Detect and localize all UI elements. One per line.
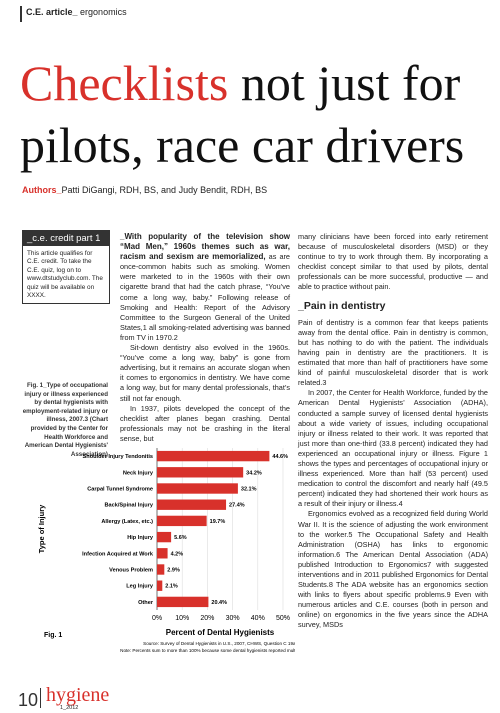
bar	[157, 515, 207, 527]
paragraph: In 1937, pilots developed the concept of…	[120, 404, 290, 444]
topic: ergonomics	[80, 7, 127, 17]
paragraph-text: Ergonomics evolved as a recognized field…	[298, 509, 488, 630]
title-rest: not just for pilots, race car drivers	[20, 55, 465, 173]
category-label: Infection Acquired at Work	[82, 551, 154, 557]
bar	[157, 499, 227, 510]
x-tick-label: 0%	[152, 615, 162, 622]
paragraph: many clinicians have been forced into ea…	[298, 232, 488, 293]
header-rule	[20, 6, 22, 22]
value-label: 44.6%	[272, 454, 288, 460]
bar	[157, 596, 209, 608]
category-label: Venous Problem	[109, 568, 153, 574]
footer-rule	[40, 688, 41, 708]
paragraph-text: Sit-down dentistry also evolved in the 1…	[120, 343, 290, 403]
paragraph-text: Pain of dentistry is a common fear that …	[298, 317, 488, 388]
paragraph: _With popularity of the television show …	[120, 232, 290, 343]
x-tick-label: 30%	[226, 615, 240, 622]
paragraph-text: as are once-common habits such as smokin…	[120, 252, 290, 342]
x-tick-label: 50%	[276, 615, 290, 622]
value-label: 27.4%	[229, 503, 245, 509]
page-number: 10	[18, 690, 39, 710]
value-label: 5.6%	[174, 535, 187, 541]
caption-label: Fig. 1_	[26, 382, 47, 389]
y-axis-title: Type of Injury	[37, 504, 46, 553]
bar	[157, 548, 168, 559]
category-label: Allergy (Latex, etc.)	[101, 519, 153, 525]
authors: Authors_Patti DiGangi, RDH, BS, and Judy…	[22, 185, 267, 195]
authors-label: Authors_	[22, 185, 62, 195]
section-heading: _Pain in dentistry	[298, 299, 386, 312]
sidebar-text: This article qualifies for C.E. credit. …	[27, 250, 103, 300]
bar	[157, 531, 172, 543]
value-label: 20.4%	[211, 600, 227, 606]
category-label: Leg Injury	[126, 584, 154, 590]
source: Source: Survey of Dental Hygienists in U…	[143, 641, 295, 646]
category-label: Carpal Tunnel Syndrome	[87, 487, 153, 493]
sidebar: _c.e. credit part 1 This article qualifi…	[22, 230, 110, 304]
value-label: 34.2%	[246, 470, 262, 476]
category-label: Neck Injury	[123, 470, 154, 476]
bar	[157, 467, 244, 478]
value-label: 2.9%	[167, 568, 180, 574]
paragraph-text: In 1937, pilots developed the concept of…	[120, 403, 290, 443]
paragraph: Sit-down dentistry also evolved in the 1…	[120, 343, 290, 404]
category-label: Shoulder Injury Tendonitis	[83, 454, 153, 460]
sidebar-heading: _c.e. credit part 1	[23, 231, 109, 246]
value-label: 32.1%	[241, 487, 257, 493]
bar	[157, 450, 270, 462]
header: C.E. article_ ergonomics	[26, 7, 127, 17]
middle-column: _With popularity of the television show …	[120, 232, 290, 444]
bar	[157, 483, 238, 494]
value-label: 4.2%	[171, 551, 184, 557]
category-label: Hip Injury	[127, 535, 154, 541]
figure-label: Fig. 1	[44, 632, 62, 639]
category-label: Back/Spinal Injury	[105, 503, 154, 509]
magazine: hygiene	[46, 684, 110, 706]
title: Checklists not just for pilots, race car…	[20, 52, 490, 176]
figure-caption: Fig. 1_Type of occupational injury or il…	[22, 382, 108, 459]
paragraph: Pain of dentistry is a common fear that …	[298, 318, 488, 389]
x-tick-label: 10%	[175, 615, 189, 622]
bar	[157, 564, 165, 575]
bar	[157, 580, 163, 591]
note: Note: Percents sum to more than 100% bec…	[120, 648, 295, 653]
paragraph: In 2007, the Center for Health Workforce…	[298, 388, 488, 509]
paragraph-text: In 2007, the Center for Health Workforce…	[298, 388, 488, 509]
right-column: many clinicians have been forced into ea…	[298, 232, 488, 631]
value-label: 19.7%	[210, 519, 226, 525]
authors-names: Patti DiGangi, RDH, BS, and Judy Bendit,…	[61, 185, 268, 195]
value-label: 2.1%	[165, 584, 178, 590]
lead: _With popularity of the television show …	[120, 232, 290, 262]
caption-text: Type of occupational injury or illness e…	[22, 382, 108, 458]
paragraph-text: many clinicians have been forced into ea…	[298, 232, 488, 292]
paragraph: Ergonomics evolved as a recognized field…	[298, 509, 488, 630]
title-highlight: Checklists	[20, 55, 229, 111]
section: C.E. article_	[26, 7, 78, 17]
x-axis-title: Percent of Dental Hygienists	[166, 628, 275, 637]
issue: 1_2012	[60, 705, 79, 711]
chart: 0% 10% 20% 30% 40% 50% Shoulder Injury Tendoni…	[37, 448, 295, 653]
x-tick-label: 40%	[251, 615, 265, 622]
x-tick-label: 20%	[200, 615, 214, 622]
category-label: Other	[138, 600, 154, 606]
